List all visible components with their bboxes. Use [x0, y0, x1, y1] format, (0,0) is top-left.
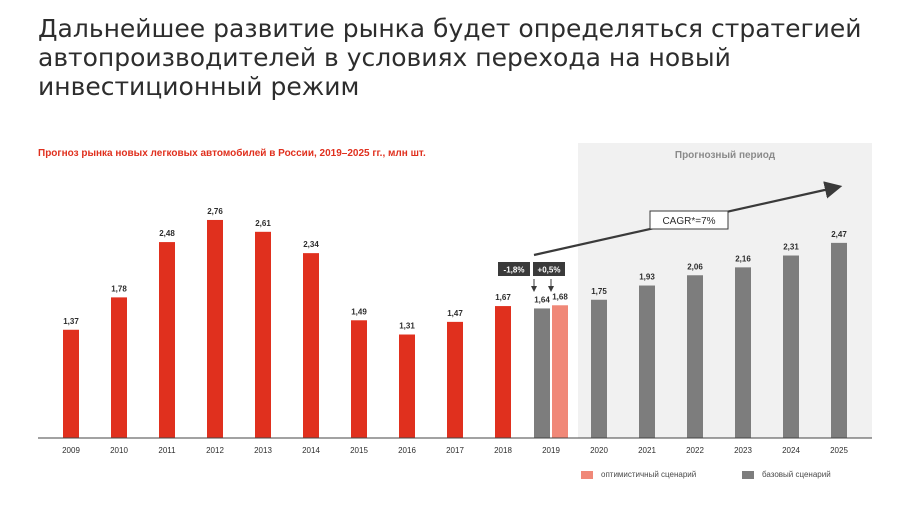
x-tick-label-2009: 2009: [62, 446, 80, 455]
x-tick-label-2019: 2019: [542, 446, 560, 455]
x-tick-label-2015: 2015: [350, 446, 368, 455]
bar-2019-base: [534, 308, 550, 438]
data-label-2014-actual: 2,34: [303, 240, 319, 249]
x-tick-label-2017: 2017: [446, 446, 464, 455]
bar-2018-actual: [495, 306, 511, 438]
bar-2025-base: [831, 242, 847, 438]
cagr-box: [649, 210, 729, 230]
data-label-2019-optimistic: 1,68: [552, 292, 568, 301]
change-optimistic-box: [533, 262, 565, 276]
bar-2021-base: [639, 285, 655, 438]
data-label-2023-base: 2,16: [735, 254, 751, 263]
data-label-2009-actual: 1,37: [63, 317, 79, 326]
data-label-2019-base: 1,64: [534, 295, 550, 304]
data-label-2012-actual: 2,76: [207, 207, 223, 216]
data-label-2021-base: 1,93: [639, 273, 655, 282]
chart-title: Прогноз рынка новых легковых автомобилей…: [38, 148, 426, 159]
change-base-label: -1,8%: [504, 266, 525, 275]
change-optimistic-label: +0,5%: [538, 266, 561, 275]
legend-swatch-optimistic: [581, 470, 593, 479]
bar-2016-actual: [399, 334, 415, 438]
x-tick-label-2022: 2022: [686, 446, 704, 455]
x-tick-label-2021: 2021: [638, 446, 656, 455]
x-tick-label-2016: 2016: [398, 446, 416, 455]
bar-2009-actual: [63, 329, 79, 438]
data-label-2018-actual: 1,67: [495, 293, 511, 302]
bar-2017-actual: [447, 321, 463, 438]
x-tick-label-2014: 2014: [302, 446, 320, 455]
x-tick-label-2025: 2025: [830, 446, 848, 455]
legend-swatch-base: [742, 470, 754, 479]
x-tick-label-2018: 2018: [494, 446, 512, 455]
bar-2013-actual: [255, 231, 271, 438]
data-label-2022-base: 2,06: [687, 262, 703, 271]
data-label-2013-actual: 2,61: [255, 219, 271, 228]
bar-2011-actual: [159, 242, 175, 438]
legend-optimistic: оптимистичный сценарий: [581, 470, 696, 479]
forecast-region: [578, 143, 872, 438]
change-base-box: [498, 262, 530, 276]
bar-2010-actual: [111, 297, 127, 438]
legend-label-base: базовый сценарий: [762, 470, 831, 479]
page-headline: Дальнейшее развитие рынка будет определя…: [38, 14, 862, 101]
x-tick-label-2012: 2012: [206, 446, 224, 455]
data-label-2024-base: 2,31: [783, 243, 799, 252]
x-tick-label-2024: 2024: [782, 446, 800, 455]
x-tick-label-2011: 2011: [158, 446, 176, 455]
bar-2020-base: [591, 299, 607, 438]
data-label-2010-actual: 1,78: [111, 284, 127, 293]
x-tick-label-2023: 2023: [734, 446, 752, 455]
x-tick-label-2013: 2013: [254, 446, 272, 455]
bar-2014-actual: [303, 253, 319, 438]
bar-2024-base: [783, 255, 799, 438]
data-label-2025-base: 2,47: [831, 230, 847, 239]
data-label-2015-actual: 1,49: [351, 307, 367, 316]
bar-2019-optimistic: [552, 305, 568, 438]
bar-2023-base: [735, 267, 751, 438]
x-tick-label-2020: 2020: [590, 446, 608, 455]
bar-2015-actual: [351, 320, 367, 438]
forecast-region-label: Прогнозный период: [675, 150, 776, 161]
data-label-2017-actual: 1,47: [447, 309, 463, 318]
bar-2022-base: [687, 275, 703, 438]
change-annotations: -1,8% +0,5%: [498, 262, 565, 292]
data-label-2020-base: 1,75: [591, 287, 607, 296]
cagr-label: CAGR*=7%: [662, 216, 715, 227]
data-label-2016-actual: 1,31: [399, 322, 415, 331]
legend-base: базовый сценарий: [742, 470, 831, 479]
bar-2012-actual: [207, 219, 223, 438]
legend-label-optimistic: оптимистичный сценарий: [601, 470, 697, 479]
data-label-2011-actual: 2,48: [159, 229, 175, 238]
x-tick-label-2010: 2010: [110, 446, 128, 455]
